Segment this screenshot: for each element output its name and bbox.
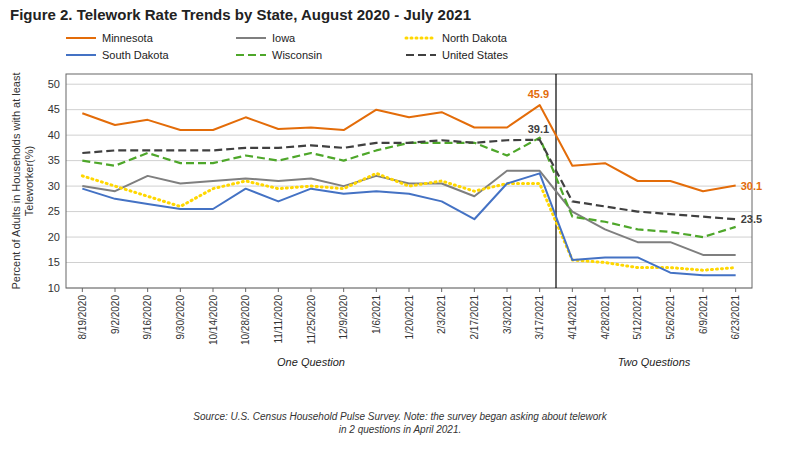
- x-tick: [605, 288, 606, 292]
- x-tick-label: 6/9/2021: [698, 295, 709, 334]
- x-tick-label: 2/3/2021: [436, 295, 447, 334]
- lines: [82, 105, 735, 275]
- x-tick: [572, 288, 573, 292]
- y-axis-label: Percent of Adults in Households with at …: [10, 72, 35, 289]
- legend-label: South Dakota: [102, 49, 170, 61]
- x-group-label: One Question: [277, 356, 345, 368]
- y-tick-label: 15: [48, 256, 60, 268]
- grid-line: [66, 84, 752, 85]
- y-tick-label: 10: [48, 282, 60, 294]
- x-tick-label: 2/17/2021: [469, 295, 480, 340]
- x-tick: [115, 288, 116, 292]
- legend-swatch: [406, 37, 436, 40]
- grid-line: [66, 135, 752, 136]
- legend-label: United States: [442, 49, 509, 61]
- x-tick-label: 1/20/2021: [404, 295, 415, 340]
- chart: Figure 2. Telework Rate Trends by State,…: [0, 0, 800, 453]
- annotation: 30.1: [741, 180, 762, 192]
- x-tick: [82, 288, 83, 292]
- legend-label: Iowa: [272, 32, 296, 44]
- x-tick: [735, 288, 736, 292]
- x-tick-label: 5/26/2021: [665, 295, 676, 340]
- source-note: in 2 questions in April 2021.: [339, 424, 462, 435]
- x-tick-label: 3/3/2021: [502, 295, 513, 334]
- y-tick-label: 35: [48, 154, 60, 166]
- x-tick: [311, 288, 312, 292]
- series-line: [82, 140, 735, 219]
- x-tick-label: 11/25/2020: [306, 295, 317, 345]
- y-axis-label-line: Percent of Adults in Households with at …: [10, 72, 22, 289]
- x-tick: [507, 288, 508, 292]
- y-tick-label: 25: [48, 205, 60, 217]
- legend-swatch: [406, 54, 436, 56]
- x-tick: [180, 288, 181, 292]
- x-tick-label: 6/23/2021: [730, 295, 741, 340]
- x-tick: [703, 288, 704, 292]
- x-tick: [637, 288, 638, 292]
- legend-swatch: [66, 37, 96, 39]
- annotation: 39.1: [528, 123, 549, 135]
- x-tick-label: 10/28/2020: [240, 295, 251, 345]
- x-tick: [670, 288, 671, 292]
- x-tick-label: 9/30/2020: [175, 295, 186, 340]
- y-tick-label: 40: [48, 129, 60, 141]
- legend-label: Minnesota: [102, 32, 154, 44]
- y-tick-label: 30: [48, 180, 60, 192]
- legend-swatch: [236, 37, 266, 39]
- y-tick-label: 50: [48, 78, 60, 90]
- series-line: [82, 138, 735, 237]
- title: Figure 2. Telework Rate Trends by State,…: [10, 6, 471, 23]
- x-tick: [441, 288, 442, 292]
- x-group-label: Two Questions: [618, 356, 691, 368]
- y-axis-label-line: Teleworker(%): [23, 146, 35, 216]
- x-tick: [409, 288, 410, 292]
- x-tick: [539, 288, 540, 292]
- x-tick-label: 3/17/2021: [534, 295, 545, 340]
- x-tick: [278, 288, 279, 292]
- x-tick-label: 11/11/2020: [273, 295, 284, 344]
- series-line: [82, 171, 735, 255]
- x-tick: [147, 288, 148, 292]
- x-tick: [213, 288, 214, 292]
- series-line: [82, 105, 735, 191]
- grid-line: [66, 237, 752, 238]
- x-tick-label: 9/2/2020: [110, 295, 121, 334]
- series-line: [82, 173, 735, 275]
- x-tick: [474, 288, 475, 292]
- x-tick-label: 10/14/2020: [208, 295, 219, 345]
- x-tick: [343, 288, 344, 292]
- x-tick-label: 9/16/2020: [142, 295, 153, 340]
- x-tick-label: 5/12/2021: [632, 295, 643, 340]
- series-line: [82, 173, 735, 270]
- source-note: Source: U.S. Census Household Pulse Surv…: [193, 411, 607, 422]
- x-tick-label: 1/6/2021: [371, 295, 382, 334]
- x-tick-label: 4/14/2021: [567, 295, 578, 340]
- legend-label: Wisconsin: [272, 49, 322, 61]
- legend-swatch: [66, 54, 96, 56]
- legend-label: North Dakota: [442, 32, 508, 44]
- x-tick: [376, 288, 377, 292]
- x-tick-label: 4/28/2021: [600, 295, 611, 340]
- annotation: 23.5: [741, 213, 762, 225]
- x-tick-label: 8/19/2020: [77, 295, 88, 340]
- grid-line: [66, 109, 752, 110]
- grid: [66, 84, 752, 288]
- legend: Minnesota Iowa North Dakota South Dakota Wis…: [66, 32, 509, 61]
- plot-frame: [66, 74, 752, 288]
- y-tick-label: 20: [48, 231, 60, 243]
- y-tick-label: 45: [48, 103, 60, 115]
- annotation: 45.9: [528, 88, 549, 100]
- x-tick: [245, 288, 246, 292]
- x-tick-label: 12/9/2020: [338, 295, 349, 340]
- legend-swatch: [236, 54, 266, 56]
